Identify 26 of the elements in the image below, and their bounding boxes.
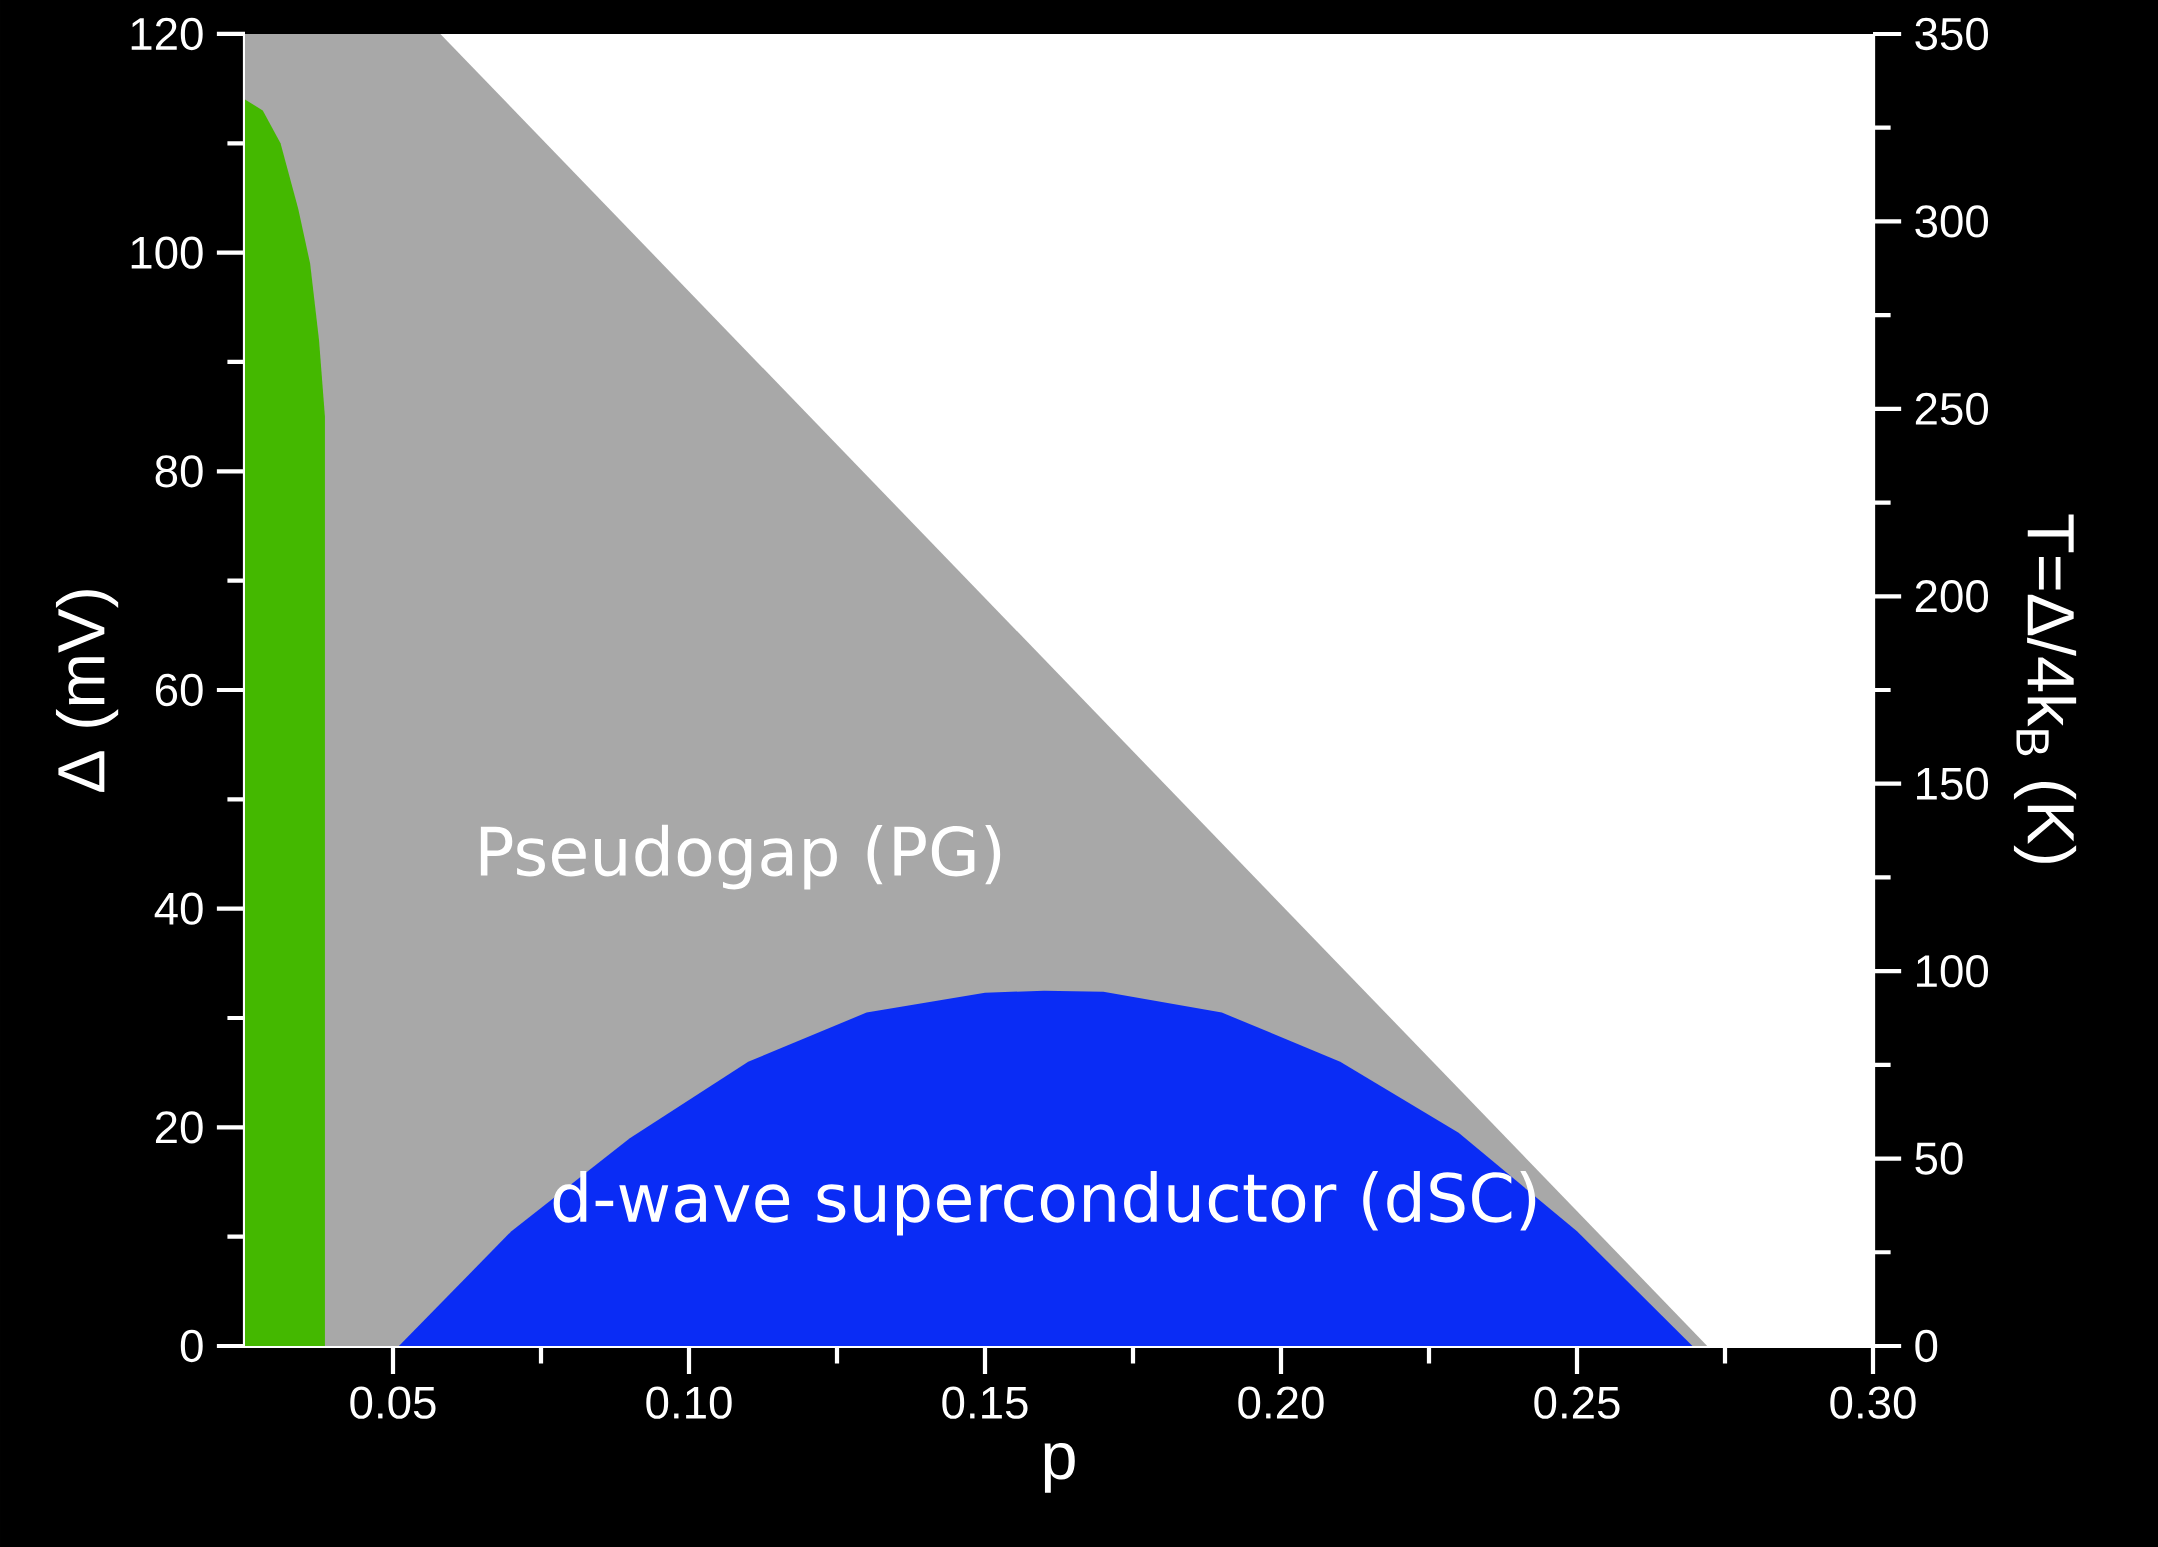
x-tick-label: 0.10: [646, 1386, 732, 1419]
series-label: Pseudogap (PG): [480, 824, 1001, 890]
y-tick-label: 120: [131, 17, 203, 51]
y-axis-title: Δ (mV): [55, 590, 119, 792]
x-tick-label: 0.30: [1830, 1386, 1916, 1419]
y2-tick-label: 200: [1915, 580, 1989, 613]
x-tick-label: 0.20: [1238, 1386, 1324, 1419]
y2-tick-label: 50: [1915, 1142, 1963, 1175]
y-tick-label: 20: [155, 1111, 203, 1144]
x-tick-label: 0.05: [350, 1386, 436, 1419]
y2-tick-label: 300: [1915, 205, 1989, 238]
y-tick-label: 0: [180, 1329, 203, 1363]
y2-tick-label: 350: [1915, 17, 1989, 51]
y2-tick-label: 150: [1917, 767, 1989, 800]
y-tick-label: 60: [155, 673, 203, 707]
y2-tick-label: 100: [1917, 954, 1989, 988]
x-tick-label: 0.25: [1534, 1386, 1620, 1419]
series-label: d-wave superconductor (dSC): [553, 1170, 1536, 1236]
y-tick-label: 40: [154, 892, 203, 925]
y2-axis-title: T=Δ/4k$_{B}$ (K): [2013, 514, 2077, 863]
y-tick-label: 80: [155, 455, 203, 488]
x-axis-title: p: [1044, 1443, 1075, 1493]
x-tick-label: 0.15: [942, 1386, 1028, 1419]
y2-tick-label: 250: [1915, 392, 1989, 426]
y2-tick-label: 0: [1915, 1329, 1938, 1363]
y-tick-label: 100: [131, 236, 203, 269]
